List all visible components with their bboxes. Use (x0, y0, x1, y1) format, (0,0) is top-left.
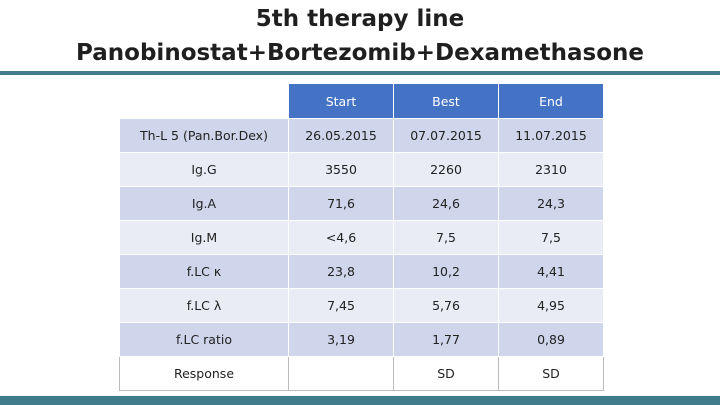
column-header: End (498, 83, 604, 119)
table-row: f.LC λ 7,45 5,76 4,95 (119, 288, 604, 323)
table-cell: 11.07.2015 (498, 118, 604, 153)
table-cell: 24,3 (498, 186, 604, 221)
table-cell: Ig.M (119, 220, 289, 255)
table-cell: 7,45 (288, 288, 394, 323)
table-cell (288, 356, 394, 391)
table-cell: 2310 (498, 152, 604, 187)
table-row: Response SD SD (119, 356, 604, 391)
table-row: Ig.G 3550 2260 2310 (119, 152, 604, 187)
table-cell: Th-L 5 (Pan.Bor.Dex) (119, 118, 289, 153)
title: Panobinostat+Bortezomib+Dexamethasone (76, 40, 644, 66)
table-cell: 4,95 (498, 288, 604, 323)
table-cell: 71,6 (288, 186, 394, 221)
table-row: Th-L 5 (Pan.Bor.Dex) 26.05.2015 07.07.2015… (119, 118, 604, 153)
table-cell: 3,19 (288, 322, 394, 357)
table-cell: 7,5 (498, 220, 604, 255)
table-cell: 1,77 (393, 322, 499, 357)
table-cell: 2260 (393, 152, 499, 187)
corner-cell (119, 83, 289, 119)
footer-bar (0, 396, 720, 405)
table-cell: 3550 (288, 152, 394, 187)
table-cell: 23,8 (288, 254, 394, 289)
table-cell: Ig.G (119, 152, 289, 187)
table-row: Ig.M <4,6 7,5 7,5 (119, 220, 604, 255)
table-row: Ig.A 71,6 24,6 24,3 (119, 186, 604, 221)
table-cell: 4,41 (498, 254, 604, 289)
data-table: Start Best End Th-L 5 (Pan.Bor.Dex) 26.05.20… (119, 83, 604, 391)
table-cell: 7,5 (393, 220, 499, 255)
table-cell: 26.05.2015 (288, 118, 394, 153)
title: 5th therapy line (255, 6, 465, 32)
divider (0, 71, 720, 75)
column-header: Best (393, 83, 499, 119)
table-cell: f.LC κ (119, 254, 289, 289)
header-row: Start Best End (119, 83, 604, 119)
table-cell: f.LC λ (119, 288, 289, 323)
table-cell: <4,6 (288, 220, 394, 255)
table-row: f.LC ratio 3,19 1,77 0,89 (119, 322, 604, 357)
table-row: f.LC κ 23,8 10,2 4,41 (119, 254, 604, 289)
table-cell: 10,2 (393, 254, 499, 289)
table-cell: Response (119, 356, 289, 391)
table-cell: 0,89 (498, 322, 604, 357)
table-cell: 24,6 (393, 186, 499, 221)
table-cell: SD (498, 356, 604, 391)
table-cell: f.LC ratio (119, 322, 289, 357)
table-cell: 07.07.2015 (393, 118, 499, 153)
table-cell: 5,76 (393, 288, 499, 323)
table-cell: SD (393, 356, 499, 391)
table-cell: Ig.A (119, 186, 289, 221)
column-header: Start (288, 83, 394, 119)
